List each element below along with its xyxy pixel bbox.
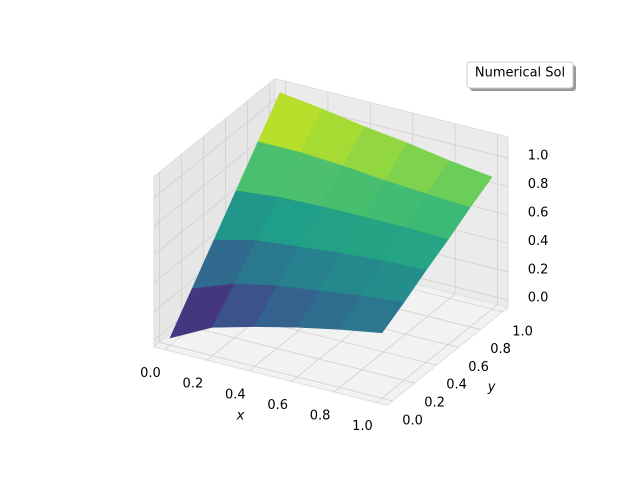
y-tick-label: 0.2 xyxy=(424,395,445,410)
surface-patch xyxy=(339,295,405,334)
grid-line xyxy=(159,342,393,402)
grid-line xyxy=(181,324,415,384)
x-tick-label: 0.0 xyxy=(140,366,161,381)
y-tick-label: 0.0 xyxy=(402,413,423,428)
x-tick-label: 0.8 xyxy=(310,408,331,423)
grid-line xyxy=(333,293,456,393)
z-tick-label: 0.8 xyxy=(528,177,549,192)
y-tick-label: 0.4 xyxy=(446,378,467,393)
grid-line xyxy=(153,99,276,199)
legend: Numerical Sol xyxy=(466,61,576,91)
z-tick-label: 0.0 xyxy=(528,291,549,306)
y-axis-label: y xyxy=(487,380,496,395)
x-axis-label: x xyxy=(236,409,245,424)
z-tick-label: 0.6 xyxy=(528,206,549,221)
z-tick-label: 1.0 xyxy=(528,149,549,164)
z-tick-label: 0.4 xyxy=(528,234,549,249)
y-tick-label: 0.8 xyxy=(490,342,511,357)
surface xyxy=(169,92,493,339)
tick-labels: 0.00.20.40.60.81.0 0.00.20.40.60.81.00.00… xyxy=(140,149,548,434)
z-tick-label: 0.2 xyxy=(528,262,549,277)
grid-line xyxy=(376,304,498,403)
x-tick-label: 0.2 xyxy=(183,377,204,392)
grid-line xyxy=(153,127,276,227)
x-tick-label: 0.6 xyxy=(267,398,288,413)
legend-label: Numerical Sol xyxy=(475,66,565,81)
legend-box xyxy=(466,61,574,89)
x-tick-label: 0.4 xyxy=(225,387,246,402)
x-tick-label: 1.0 xyxy=(352,419,373,434)
y-tick-label: 0.6 xyxy=(468,360,489,375)
y-tick-label: 1.0 xyxy=(512,324,533,339)
